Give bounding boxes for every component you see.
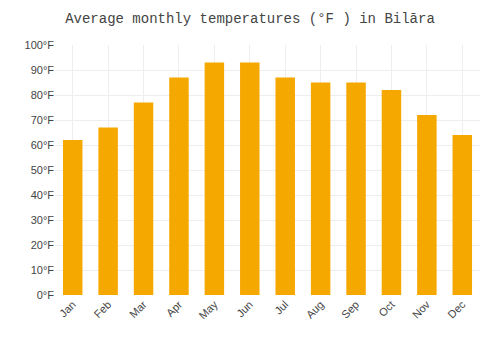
svg-text:Oct: Oct (376, 298, 397, 319)
svg-text:30°F: 30°F (31, 214, 55, 226)
svg-text:Mar: Mar (127, 298, 149, 320)
svg-text:60°F: 60°F (31, 139, 55, 151)
svg-text:40°F: 40°F (31, 189, 55, 201)
svg-text:70°F: 70°F (31, 114, 55, 126)
svg-text:Feb: Feb (92, 298, 114, 320)
svg-text:90°F: 90°F (31, 64, 55, 76)
svg-text:Aug: Aug (304, 298, 326, 320)
svg-text:Dec: Dec (445, 298, 468, 321)
svg-text:Jul: Jul (272, 298, 290, 316)
svg-text:May: May (197, 298, 221, 322)
svg-text:0°F: 0°F (37, 289, 55, 301)
svg-text:Jun: Jun (234, 298, 255, 319)
svg-text:Nov: Nov (410, 298, 433, 321)
svg-text:Sep: Sep (339, 298, 361, 320)
svg-text:20°F: 20°F (31, 239, 55, 251)
svg-text:10°F: 10°F (31, 264, 55, 276)
svg-text:Jan: Jan (57, 298, 78, 319)
svg-text:80°F: 80°F (31, 89, 55, 101)
svg-text:50°F: 50°F (31, 164, 55, 176)
svg-text:100°F: 100°F (25, 39, 55, 51)
svg-text:Average monthly temperatures (: Average monthly temperatures (°F ) in Bi… (65, 11, 435, 27)
svg-text:Apr: Apr (164, 298, 185, 319)
